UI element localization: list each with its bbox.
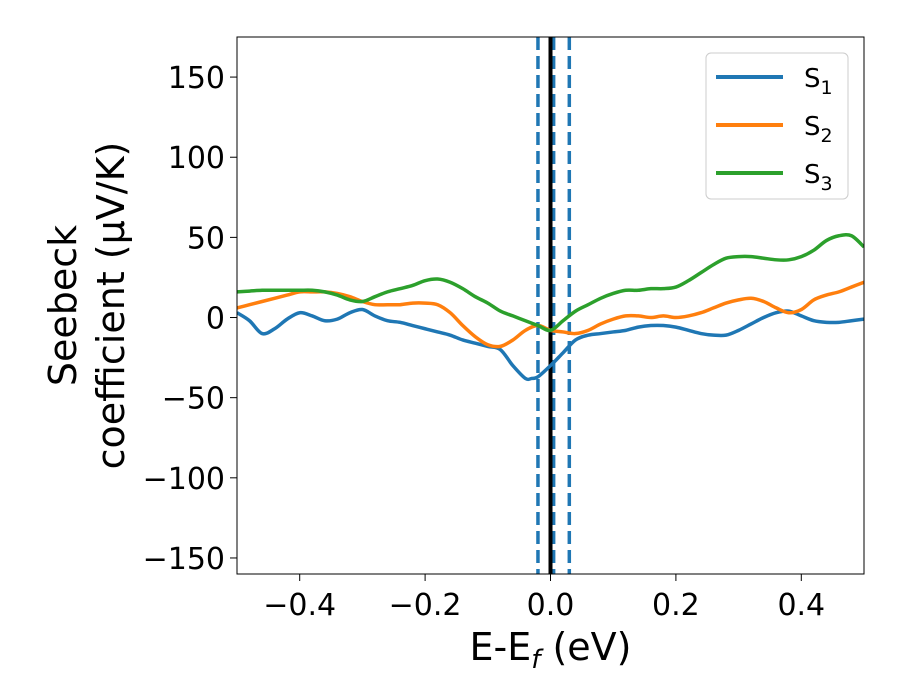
x-tick-label: −0.2 <box>389 588 462 623</box>
y-tick-label: 50 <box>187 221 225 256</box>
x-tick-label: 0.4 <box>777 588 825 623</box>
series-line-s1 <box>237 307 864 382</box>
y-tick-label: −50 <box>162 382 225 417</box>
x-tick-label: 0.0 <box>527 588 575 623</box>
x-tick-label: −0.4 <box>263 588 336 623</box>
legend: S1 S2 S3 <box>705 52 849 200</box>
y-tick-label: 150 <box>168 61 225 96</box>
y-tick-label: 0 <box>206 302 225 337</box>
y-tick-label: 100 <box>168 141 225 176</box>
x-tick-label: 0.2 <box>652 588 700 623</box>
x-axis-label: E-Ef (eV) <box>470 625 632 675</box>
y-axis-label-line1: Seebeck <box>41 225 85 386</box>
y-axis: −150 −100 −50 0 50 100 150 <box>143 61 237 577</box>
x-axis: −0.4 −0.2 0.0 0.2 0.4 <box>263 574 825 623</box>
y-tick-label: −100 <box>143 462 225 497</box>
y-axis-label: Seebeck coefficient (μV/K) <box>41 142 133 470</box>
legend-label-s3: S3 <box>804 160 833 195</box>
y-tick-label: −150 <box>143 542 225 577</box>
y-axis-label-line2: coefficient (μV/K) <box>89 142 133 470</box>
legend-label-s2: S2 <box>804 112 833 147</box>
series-line-s3 <box>237 232 864 333</box>
legend-label-s1: S1 <box>804 64 833 99</box>
